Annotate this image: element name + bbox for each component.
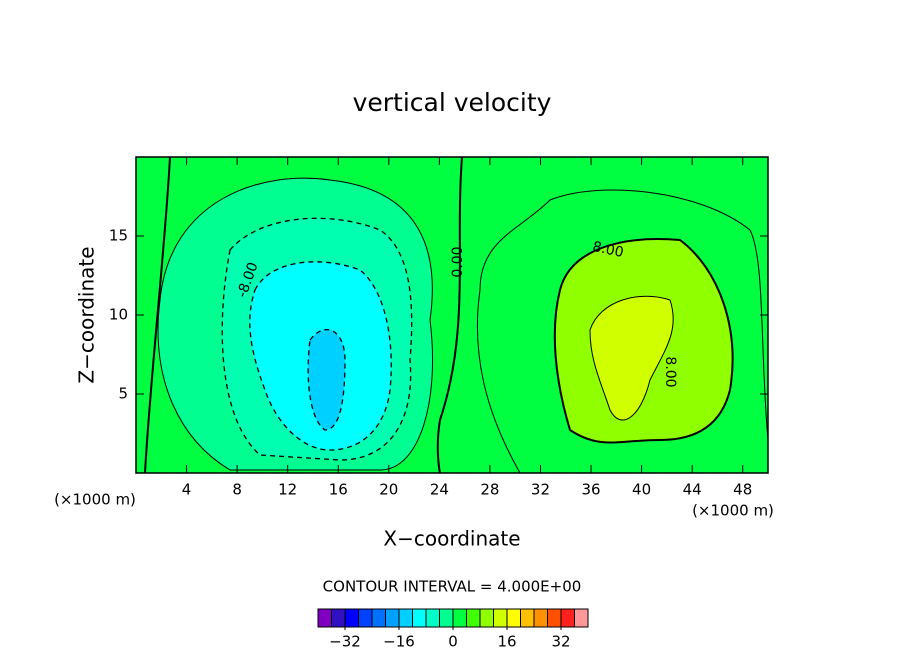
x-tick-label: 24 <box>430 481 449 499</box>
x-tick-label: 16 <box>329 481 348 499</box>
colorbar-box <box>533 608 548 628</box>
colorbar-box <box>452 608 467 628</box>
x-tick-label: 8 <box>232 481 242 499</box>
region-m16 <box>307 328 346 431</box>
annotation: CONTOUR INTERVAL = 4.000E+00 <box>323 578 582 596</box>
x-unit-label: (×1000 m) <box>692 502 774 520</box>
colorbar-box <box>466 608 481 628</box>
colorbar-box <box>344 608 359 628</box>
y-tick-label: 10 <box>109 306 128 324</box>
colorbar-box <box>371 608 386 628</box>
colorbar-box <box>506 608 521 628</box>
colorbar-tick-label: 32 <box>551 633 570 651</box>
colorbar-box <box>560 608 575 628</box>
x-unit-label: (×1000 m) <box>54 491 136 509</box>
colorbar-box <box>439 608 454 628</box>
contour-label: 8.00 <box>662 356 678 387</box>
y-tick-label: 15 <box>109 227 128 245</box>
colorbar-box <box>317 608 332 628</box>
colorbar-box <box>358 608 373 628</box>
x-axis-label: X−coordinate <box>383 527 520 551</box>
contour-label: 8.00 <box>591 239 625 261</box>
x-tick-label: 44 <box>683 481 702 499</box>
x-tick-label: 36 <box>581 481 600 499</box>
x-tick-label: 4 <box>182 481 192 499</box>
y-tick-label: 5 <box>118 385 128 403</box>
colorbar-tick-label: −32 <box>329 633 361 651</box>
x-tick-label: 48 <box>733 481 752 499</box>
colorbar-tick-label: 16 <box>497 633 516 651</box>
colorbar-box <box>547 608 562 628</box>
region-4 <box>476 189 769 474</box>
region-12 <box>589 295 674 421</box>
x-tick-label: 28 <box>480 481 499 499</box>
chart-title: vertical velocity <box>353 88 552 117</box>
x-tick-label: 20 <box>379 481 398 499</box>
colorbar-box <box>520 608 535 628</box>
x-tick-label: 40 <box>632 481 651 499</box>
contour-field <box>136 156 769 474</box>
x-tick-label: 12 <box>278 481 297 499</box>
colorbar-tick-label: 0 <box>448 633 458 651</box>
zero-contour <box>436 156 463 474</box>
contour-label: 0.00 <box>450 246 466 277</box>
colorbar-box <box>398 608 413 628</box>
colorbar-box <box>412 608 427 628</box>
x-tick-label: 32 <box>531 481 550 499</box>
colorbar-box <box>331 608 346 628</box>
colorbar-box <box>479 608 494 628</box>
colorbar-tick-label: −16 <box>383 633 415 651</box>
colorbar-box <box>425 608 440 628</box>
colorbar-box <box>385 608 400 628</box>
colorbar-box <box>493 608 508 628</box>
colorbar-box <box>574 608 589 628</box>
zero-contour <box>144 156 171 474</box>
y-axis-label: Z−coordinate <box>75 246 99 383</box>
